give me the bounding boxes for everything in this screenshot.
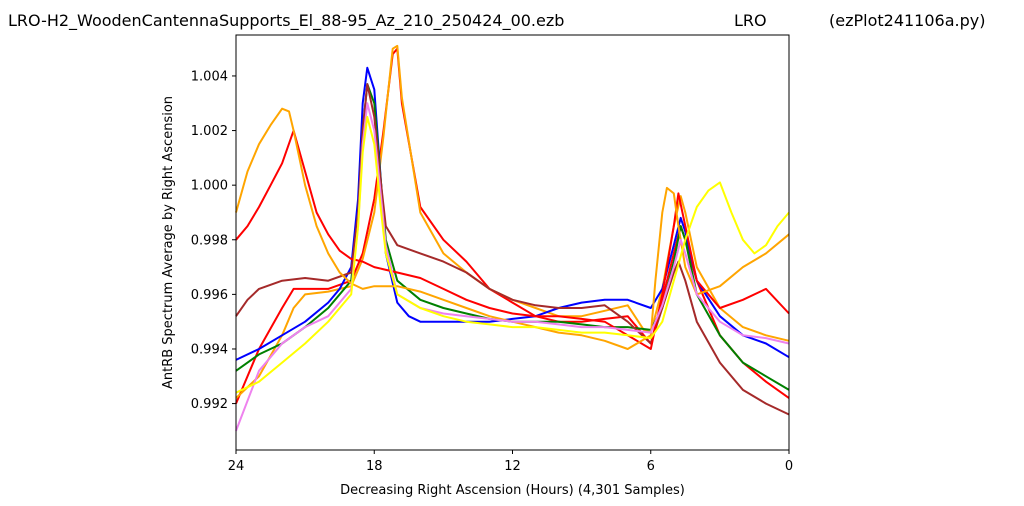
x-tick-label-0: 24 xyxy=(228,459,245,474)
series-line-5 xyxy=(235,83,790,416)
plot-frame xyxy=(235,34,790,451)
y-axis-label: AntRB Spectrum Average by Right Ascensio… xyxy=(161,96,176,389)
series-line-2 xyxy=(235,44,790,399)
series-line-7 xyxy=(235,107,790,350)
file-title: LRO-H2_WoodenCantennaSupports_El_88-95_A… xyxy=(8,11,564,31)
x-tick-label-1: 18 xyxy=(366,459,383,474)
series-line-4 xyxy=(235,83,790,391)
ticks-layer: 24 18 12 6 0 0.992 0.994 0.996 0.998 1.000 1.002 1.… xyxy=(191,69,793,474)
script-label: (ezPlot241106a.py) xyxy=(829,11,985,30)
y-tick-label-6: 1.004 xyxy=(191,69,228,84)
y-tick-label-5: 1.002 xyxy=(191,124,228,139)
x-tick-label-4: 0 xyxy=(785,459,793,474)
y-tick-label-3: 0.998 xyxy=(191,233,228,248)
y-tick-label-4: 1.000 xyxy=(191,179,228,194)
x-tick-label-3: 6 xyxy=(647,459,655,474)
y-tick-label-1: 0.994 xyxy=(191,342,228,357)
series-line-1 xyxy=(235,47,790,404)
x-tick-label-2: 12 xyxy=(504,459,521,474)
series-line-6 xyxy=(235,129,790,350)
y-tick-label-0: 0.992 xyxy=(191,397,228,412)
series-layer xyxy=(235,44,790,432)
y-tick-label-2: 0.996 xyxy=(191,288,228,303)
series-line-8 xyxy=(235,102,790,432)
observatory-label: LRO xyxy=(734,11,767,30)
x-axis-label: Decreasing Right Ascension (Hours) (4,30… xyxy=(340,483,685,498)
series-line-9 xyxy=(235,115,790,394)
